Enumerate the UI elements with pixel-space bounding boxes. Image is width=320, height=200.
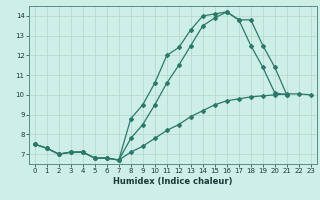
X-axis label: Humidex (Indice chaleur): Humidex (Indice chaleur) <box>113 177 233 186</box>
